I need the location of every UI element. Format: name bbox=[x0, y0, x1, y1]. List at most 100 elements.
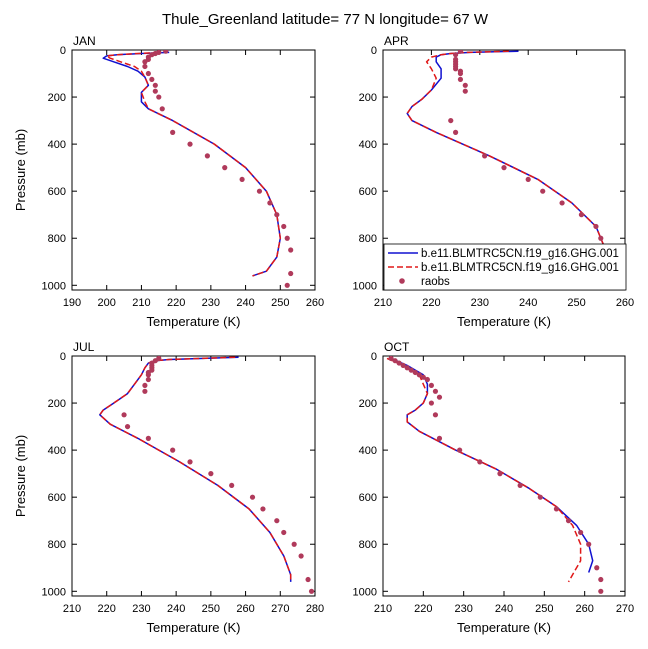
raob-point bbox=[420, 374, 426, 380]
legend-box bbox=[383, 243, 627, 291]
raob-point bbox=[145, 435, 151, 441]
raob-point bbox=[598, 235, 604, 241]
raob-point bbox=[145, 70, 151, 77]
raob-point bbox=[229, 482, 235, 489]
y-axis-label: Pressure (mb) bbox=[13, 435, 28, 517]
x-tick-label: 250 bbox=[202, 603, 220, 615]
x-tick-label: 220 bbox=[422, 297, 440, 309]
panel-label: JUL bbox=[73, 340, 95, 354]
raob-point bbox=[598, 576, 604, 583]
model-line-dashed bbox=[105, 51, 282, 277]
x-tick-label: 270 bbox=[616, 603, 634, 615]
raob-point bbox=[457, 447, 463, 453]
raob-point bbox=[152, 82, 158, 88]
raob-point bbox=[565, 518, 572, 524]
raob-point bbox=[578, 529, 584, 536]
raob-point bbox=[239, 176, 245, 183]
y-tick-label: 400 bbox=[359, 139, 377, 151]
x-tick-label: 230 bbox=[202, 297, 220, 309]
panel-label: APR bbox=[384, 34, 409, 48]
raob-point bbox=[477, 459, 483, 465]
raob-point bbox=[274, 212, 280, 218]
x-tick-label: 280 bbox=[306, 603, 324, 615]
plot-frame bbox=[382, 355, 626, 597]
raob-point bbox=[298, 553, 304, 559]
raob-point bbox=[291, 541, 297, 547]
y-tick-label: 0 bbox=[371, 351, 377, 363]
raob-point bbox=[267, 200, 273, 206]
x-tick-label: 210 bbox=[374, 297, 392, 309]
raob-point bbox=[408, 367, 414, 373]
raob-point bbox=[149, 76, 155, 83]
raob-point bbox=[260, 506, 266, 512]
raob-point bbox=[462, 82, 468, 88]
legend-item: b.e11.BLMTRC5CN.f19_g16.GHG.001 bbox=[388, 262, 619, 274]
raob-point bbox=[428, 382, 434, 389]
legend-item: raobs bbox=[399, 276, 450, 288]
x-tick-label: 240 bbox=[495, 603, 513, 615]
legend: b.e11.BLMTRC5CN.f19_g16.GHG.001 b.e11.BLM… bbox=[383, 243, 627, 291]
figure-title: Thule_Greenland latitude= 77 N longitude… bbox=[162, 11, 489, 28]
raob-point bbox=[501, 165, 507, 171]
y-tick-label: 600 bbox=[359, 492, 377, 504]
raob-point bbox=[553, 506, 560, 512]
raob-point bbox=[145, 372, 151, 378]
raob-point bbox=[400, 362, 406, 369]
model-line-solid bbox=[390, 357, 594, 573]
x-tick-label: 190 bbox=[63, 297, 81, 309]
plot-area bbox=[99, 356, 315, 594]
panel-label: OCT bbox=[384, 340, 410, 354]
raob-point bbox=[142, 382, 148, 389]
x-tick-label: 230 bbox=[132, 603, 150, 615]
panel-oct: OCT 210 220 230 240 250 260 270 0 200 400 600 800 100… bbox=[353, 340, 635, 635]
raob-point bbox=[288, 247, 294, 253]
model-line-solid bbox=[102, 51, 282, 277]
raob-point bbox=[594, 565, 600, 571]
raob-point bbox=[462, 88, 468, 94]
raob-point bbox=[388, 356, 394, 361]
raob-point bbox=[586, 541, 592, 547]
y-axis-label: Pressure (mb) bbox=[13, 129, 28, 211]
y-tick-label: 800 bbox=[359, 539, 377, 551]
y-tick-label: 600 bbox=[48, 186, 66, 198]
raob-point bbox=[424, 376, 430, 383]
x-tick-label: 260 bbox=[616, 297, 634, 309]
x-axis-label: Temperature (K) bbox=[147, 314, 241, 329]
panel-jan: JAN 190 200 210 220 230 240 250 260 0 200 400 600 800… bbox=[13, 34, 324, 329]
y-tick-label: 1000 bbox=[353, 586, 377, 598]
raob-point bbox=[537, 494, 543, 500]
x-tick-label: 230 bbox=[454, 603, 472, 615]
raob-point bbox=[436, 394, 443, 400]
y-tick-label: 400 bbox=[48, 139, 66, 151]
x-tick-label: 240 bbox=[167, 603, 185, 615]
raob-point bbox=[396, 360, 402, 366]
raob-point bbox=[412, 369, 418, 376]
x-axis-label: Temperature (K) bbox=[457, 314, 551, 329]
x-tick-label: 220 bbox=[167, 297, 185, 309]
y-tick-label: 0 bbox=[371, 45, 377, 57]
raob-point bbox=[598, 588, 604, 594]
raob-point bbox=[416, 372, 422, 378]
raob-point bbox=[142, 388, 148, 394]
raob-point bbox=[453, 129, 459, 135]
y-tick-label: 800 bbox=[48, 539, 66, 551]
y-tick-label: 400 bbox=[359, 445, 377, 457]
y-tick-label: 400 bbox=[48, 445, 66, 457]
x-tick-label: 220 bbox=[98, 603, 116, 615]
y-tick-label: 200 bbox=[48, 92, 66, 104]
legend-label: raobs bbox=[421, 276, 450, 288]
raob-point bbox=[142, 63, 148, 70]
raob-point bbox=[428, 400, 434, 406]
plot-frame bbox=[71, 49, 316, 291]
x-tick-label: 250 bbox=[535, 603, 553, 615]
raob-point bbox=[187, 459, 193, 465]
raob-point bbox=[170, 129, 176, 135]
raob-point bbox=[281, 223, 287, 230]
raob-point bbox=[156, 94, 162, 100]
raob-point bbox=[482, 153, 488, 159]
plot-area bbox=[386, 356, 604, 594]
raob-point bbox=[284, 282, 290, 288]
y-tick-label: 0 bbox=[60, 351, 66, 363]
raob-point bbox=[497, 471, 503, 477]
